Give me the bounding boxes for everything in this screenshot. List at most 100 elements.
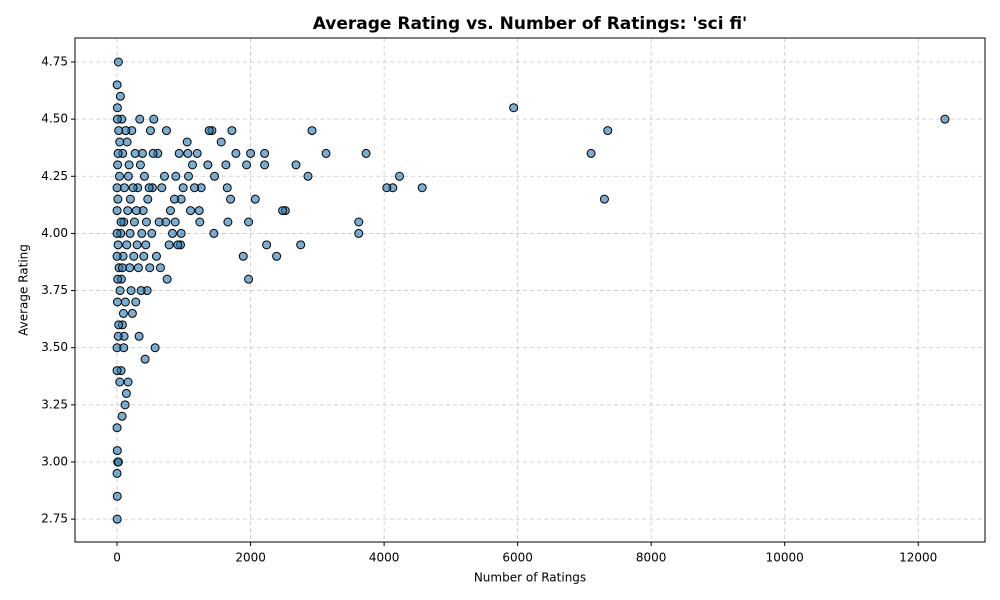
point xyxy=(165,206,175,216)
point xyxy=(119,183,129,193)
point xyxy=(170,217,180,227)
point xyxy=(603,126,613,136)
x-tick-label: 10000 xyxy=(766,551,804,565)
x-tick-label: 4000 xyxy=(369,551,400,565)
point xyxy=(307,126,317,136)
point xyxy=(162,274,172,284)
point xyxy=(112,446,122,456)
point xyxy=(167,228,177,238)
point xyxy=(246,148,256,158)
y-tick-label: 3.75 xyxy=(41,283,68,297)
point xyxy=(296,240,306,250)
point xyxy=(303,171,313,181)
point xyxy=(190,183,200,193)
point xyxy=(112,80,122,90)
point xyxy=(125,263,135,273)
point xyxy=(260,148,270,158)
point xyxy=(116,217,126,227)
point xyxy=(121,388,131,398)
point xyxy=(144,183,154,193)
point xyxy=(113,457,123,467)
point xyxy=(291,160,301,170)
point xyxy=(139,171,149,181)
point xyxy=(131,297,141,307)
point xyxy=(354,228,364,238)
point xyxy=(112,491,122,501)
point xyxy=(133,263,143,273)
point xyxy=(130,148,140,158)
point xyxy=(145,126,155,136)
point xyxy=(204,126,214,136)
point xyxy=(112,206,122,216)
point xyxy=(134,331,144,341)
point xyxy=(178,183,188,193)
point xyxy=(115,91,125,101)
point xyxy=(127,308,137,318)
point xyxy=(112,114,122,124)
point xyxy=(112,468,122,478)
chart-title: Average Rating vs. Number of Ratings: 's… xyxy=(313,14,748,34)
point xyxy=(112,183,122,193)
point xyxy=(354,217,364,227)
point xyxy=(161,126,171,136)
point xyxy=(131,206,141,216)
point xyxy=(117,263,127,273)
point xyxy=(128,183,138,193)
point xyxy=(143,194,153,204)
point xyxy=(164,240,174,250)
point xyxy=(123,377,133,387)
point xyxy=(192,148,202,158)
point xyxy=(183,171,193,181)
point xyxy=(136,286,146,296)
point xyxy=(417,183,427,193)
point xyxy=(221,160,231,170)
x-axis-label: Number of Ratings xyxy=(474,571,586,585)
point xyxy=(278,206,288,216)
point xyxy=(113,194,123,204)
y-tick-label: 2.75 xyxy=(41,512,68,526)
point xyxy=(238,251,248,261)
y-tick-label: 4.75 xyxy=(41,55,68,69)
point xyxy=(125,194,135,204)
point xyxy=(157,183,167,193)
point xyxy=(223,217,233,227)
point xyxy=(141,240,151,250)
point xyxy=(120,297,130,307)
point xyxy=(135,160,145,170)
point xyxy=(226,194,236,204)
y-tick-label: 3.00 xyxy=(41,455,68,469)
point xyxy=(113,57,123,67)
point xyxy=(115,286,125,296)
point xyxy=(210,171,220,181)
x-tick-label: 2000 xyxy=(235,551,266,565)
point xyxy=(122,240,132,250)
point xyxy=(145,263,155,273)
point xyxy=(113,240,123,250)
point xyxy=(194,206,204,216)
point xyxy=(149,114,159,124)
plot-frame xyxy=(74,37,986,543)
point xyxy=(188,160,198,170)
point xyxy=(155,263,165,273)
point xyxy=(115,137,125,147)
point xyxy=(940,114,950,124)
point xyxy=(114,320,124,330)
y-tick-label: 4.50 xyxy=(41,112,68,126)
y-axis-label: Average Rating xyxy=(17,244,31,336)
point xyxy=(159,171,169,181)
point xyxy=(150,343,160,353)
point xyxy=(260,160,270,170)
point xyxy=(125,228,135,238)
point xyxy=(141,217,151,227)
point xyxy=(119,343,129,353)
point xyxy=(112,423,122,433)
point xyxy=(147,228,157,238)
point xyxy=(227,126,237,136)
point xyxy=(113,160,123,170)
point xyxy=(244,217,254,227)
x-tick-label: 0 xyxy=(113,551,121,565)
point xyxy=(382,183,392,193)
point xyxy=(112,251,122,261)
